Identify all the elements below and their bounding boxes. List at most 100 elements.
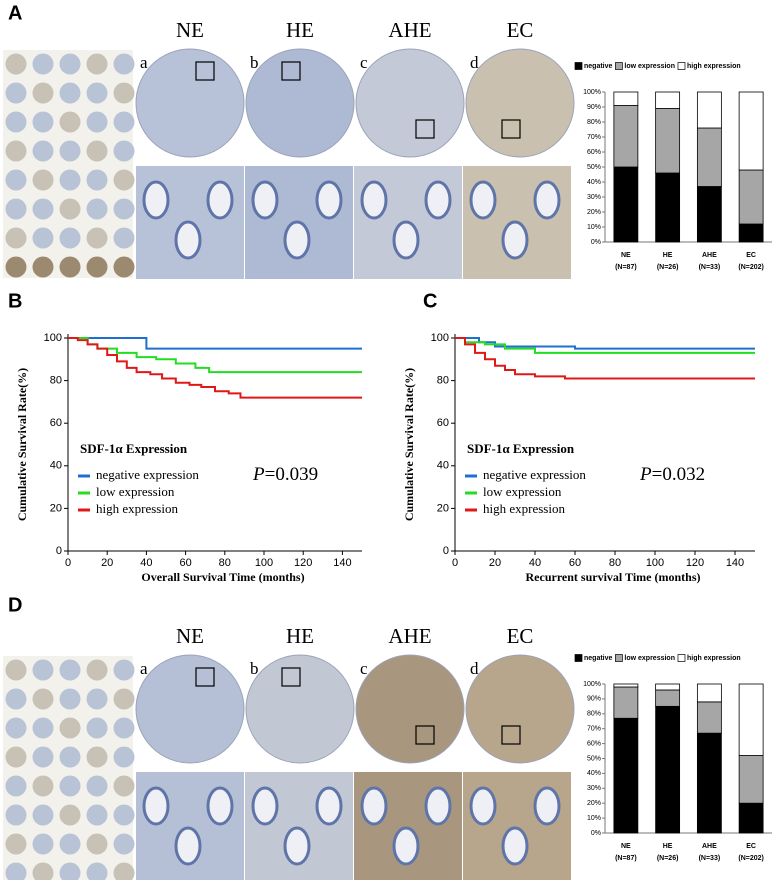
category-count: (N=33) [699, 855, 721, 862]
tma-core [59, 717, 81, 739]
image-letter: a [140, 53, 148, 72]
zoom-box [415, 119, 435, 139]
gland [251, 180, 279, 220]
category-count: (N=33) [699, 264, 721, 271]
image-title: EC [507, 18, 534, 42]
tma-core [5, 775, 27, 797]
legend-label: high expression [483, 501, 565, 516]
x-tick-label: 140 [726, 557, 744, 569]
gland [533, 786, 561, 826]
gland [206, 180, 234, 220]
tma-core [32, 717, 54, 739]
image-letter: c [360, 53, 368, 72]
gland [142, 786, 170, 826]
bar-segment [696, 186, 722, 243]
tma-core [113, 227, 135, 249]
x-tick-label: 0 [452, 557, 458, 569]
image-title: HE [286, 624, 314, 648]
tma-core [86, 688, 108, 710]
tma-core [32, 82, 54, 104]
gland [469, 180, 497, 220]
tma-core [32, 256, 54, 278]
bar-segment [738, 223, 764, 243]
gland [469, 786, 497, 826]
panel-label: C [423, 290, 437, 312]
zoom-box [281, 61, 301, 81]
tma-core [86, 804, 108, 826]
tma-core [86, 140, 108, 162]
y-tick-label: 10% [587, 815, 601, 822]
tma-core [5, 169, 27, 191]
tma-core [59, 659, 81, 681]
tma-core [113, 804, 135, 826]
tma-core [32, 746, 54, 768]
survival-curve [455, 337, 755, 380]
tma-core [113, 169, 135, 191]
y-tick-label: 80 [437, 375, 449, 387]
gland [392, 826, 420, 866]
x-tick-label: EC [746, 252, 756, 259]
tma-core [86, 746, 108, 768]
y-tick-label: 0 [443, 545, 449, 557]
y-tick-label: 20% [587, 800, 601, 807]
image-letter: a [140, 659, 148, 678]
y-tick-label: 90% [587, 104, 601, 111]
bar-segment [696, 683, 722, 703]
legend-swatch [574, 654, 583, 662]
legend-swatch [677, 654, 686, 662]
y-tick-label: 50% [587, 164, 601, 171]
legend-label: low expression [483, 484, 562, 499]
tma-core [32, 775, 54, 797]
tissue-core [245, 48, 355, 158]
y-tick-label: 40% [587, 179, 601, 186]
panel-label: A [8, 2, 22, 24]
x-tick-label: 60 [569, 557, 581, 569]
x-tick-label: HE [663, 252, 673, 259]
bar-segment [655, 683, 681, 691]
tma-core [5, 256, 27, 278]
tissue-core [135, 48, 245, 158]
tma-core [86, 82, 108, 104]
y-tick-label: 10% [587, 224, 601, 231]
gland [283, 826, 311, 866]
gland [142, 180, 170, 220]
y-tick-label: 30% [587, 785, 601, 792]
x-tick-label: 100 [646, 557, 664, 569]
y-tick-label: 0% [591, 239, 601, 246]
bar-segment [738, 169, 764, 225]
tma-core [86, 111, 108, 133]
y-tick-label: 70% [587, 726, 601, 733]
tma-core [5, 53, 27, 75]
image-letter: c [360, 659, 368, 678]
x-tick-label: 80 [219, 557, 231, 569]
tma-core [59, 688, 81, 710]
y-tick-label: 20% [587, 209, 601, 216]
gland [424, 180, 452, 220]
tma-core [113, 659, 135, 681]
tma-core [32, 198, 54, 220]
tma-core [32, 659, 54, 681]
tissue-core [465, 48, 575, 158]
p-value: P=0.032 [639, 464, 705, 485]
legend-swatch [677, 62, 686, 70]
tissue-core [245, 654, 355, 764]
bar-segment [613, 166, 639, 243]
tma-core [86, 169, 108, 191]
p-value: P=0.039 [252, 464, 318, 485]
legend-label: low expression [96, 484, 175, 499]
tma-core [86, 227, 108, 249]
tma-core [5, 804, 27, 826]
gland [251, 786, 279, 826]
legend-swatch [574, 62, 583, 70]
tma-core [32, 833, 54, 855]
tma-core [32, 140, 54, 162]
y-tick-label: 100% [583, 89, 601, 96]
survival-curve [68, 337, 362, 399]
tma-core [113, 862, 135, 880]
image-title: AHE [388, 18, 431, 42]
x-tick-label: 0 [65, 557, 71, 569]
y-tick-label: 100 [44, 332, 62, 344]
legend-title: SDF-1α Expression [467, 441, 575, 456]
tma-core [113, 746, 135, 768]
